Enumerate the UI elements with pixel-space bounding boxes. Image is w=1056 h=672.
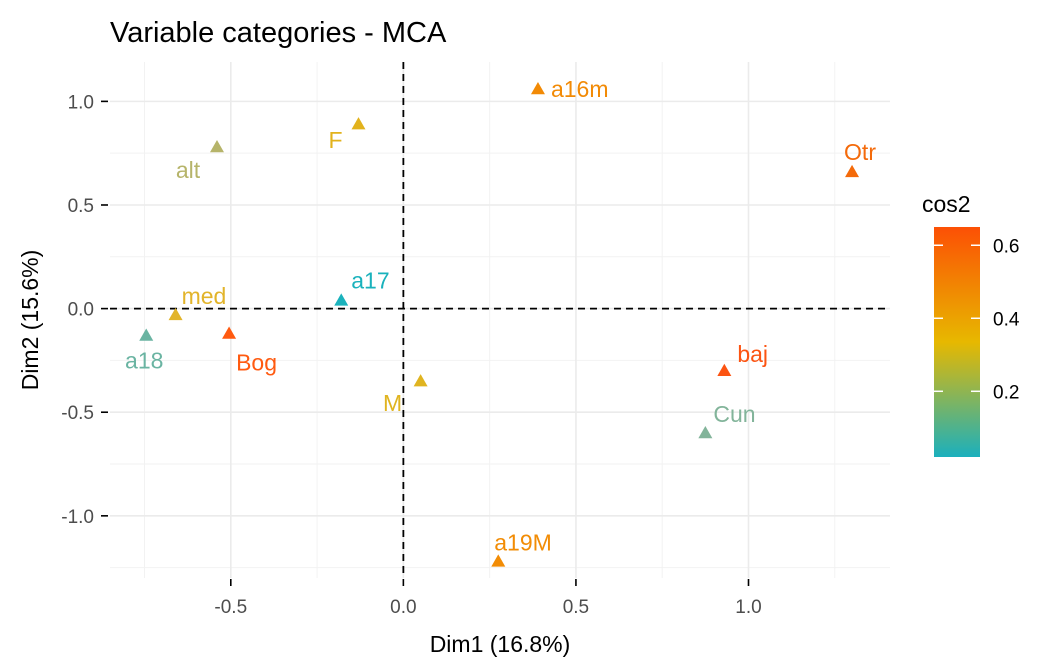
legend-title: cos2 (922, 191, 971, 217)
point-baj-marker (717, 363, 732, 377)
point-f-marker (351, 117, 366, 130)
x-axis-title: Dim1 (16.8%) (430, 631, 571, 657)
legend-tick-label: 0.6 (993, 236, 1019, 257)
minor-gridlines (110, 62, 890, 578)
y-tick-label: -0.5 (61, 403, 94, 424)
y-axis-title: Dim2 (15.6%) (17, 250, 43, 391)
color-legend: cos2 0.6 0.4 0.2 (922, 191, 1020, 457)
legend-tick-label: 0.4 (993, 309, 1020, 330)
legend-colorbar (934, 227, 980, 457)
point-a17-marker (334, 293, 349, 306)
point-med-marker (168, 307, 183, 321)
x-tick-label: 0.0 (390, 597, 416, 618)
x-tick-label: 1.0 (735, 597, 761, 618)
y-tick-label: -1.0 (61, 507, 94, 528)
point-cun-marker (698, 425, 713, 439)
point-otr-marker (845, 164, 860, 178)
point-m-marker (413, 374, 428, 387)
point-bog-marker (222, 326, 237, 339)
point-m-label: M (383, 390, 402, 416)
x-axis: -0.5 0.0 0.5 1.0 (214, 579, 762, 618)
y-tick-label: 0.5 (68, 196, 94, 217)
legend-ticks: 0.6 0.4 0.2 (934, 236, 1020, 403)
point-baj-label: baj (737, 341, 768, 367)
point-alt-label: alt (176, 157, 201, 183)
point-bog-label: Bog (236, 349, 277, 375)
legend-tick-label: 0.2 (993, 382, 1019, 403)
chart-title: Variable categories - MCA (110, 17, 447, 49)
point-a18-label: a18 (125, 348, 163, 374)
major-gridlines (110, 62, 890, 578)
point-a19m-label: a19M (494, 529, 552, 555)
x-tick-label: -0.5 (214, 597, 247, 618)
x-tick-label: 0.5 (563, 597, 589, 618)
y-tick-label: 0.0 (68, 300, 94, 321)
reference-lines (110, 62, 890, 578)
y-tick-label: 1.0 (68, 92, 94, 113)
point-a18-marker (139, 328, 154, 341)
point-alt-marker (209, 139, 224, 153)
point-otr-label: Otr (844, 139, 876, 165)
point-f-label: F (328, 127, 342, 153)
y-axis: 1.0 0.5 0.0 -0.5 -1.0 (61, 92, 108, 528)
point-a17-label: a17 (351, 267, 389, 293)
point-cun-label: Cun (713, 401, 755, 427)
point-med-label: med (182, 283, 227, 309)
point-a19m-marker (491, 554, 506, 567)
point-a16m-label: a16m (551, 76, 609, 102)
point-a16m-marker (530, 81, 545, 95)
